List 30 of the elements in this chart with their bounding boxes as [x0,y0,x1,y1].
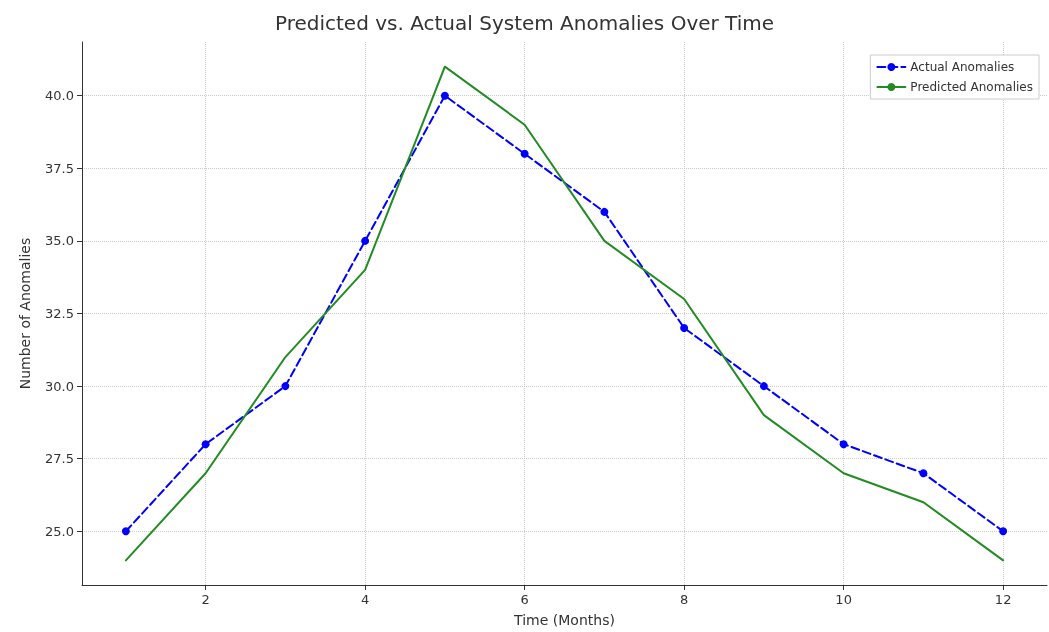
point [999,527,1008,536]
point [839,440,848,449]
point [520,149,529,158]
x-axis-title: Time (Months) [513,612,615,628]
legend-label: Predicted Anomalies [910,80,1034,94]
x-tick-label: 6 [520,592,529,607]
chart-title: Predicted vs. Actual System Anomalies Over Time [274,11,775,35]
legend-label: Actual Anomalies [910,60,1015,74]
y-tick-label: 27.5 [45,451,74,467]
point [121,527,130,536]
point [361,236,370,245]
x-tick-label: 10 [835,592,852,607]
y-tick-label: 37.5 [45,160,74,176]
x-tick-label: 12 [994,592,1012,607]
y-tick-label: 25.0 [45,523,74,539]
y-tick-label: 32.5 [45,306,74,321]
x-tick-label: 8 [679,592,689,607]
x-tick-label: 4 [360,592,370,607]
point [919,469,928,478]
y-tick-label: 30.0 [45,378,74,394]
point [680,324,689,333]
y-tick-label: 35.0 [45,233,74,249]
y-axis-title: Number of Anomalies [17,237,33,390]
point [440,91,449,100]
x-tick-label: 2 [201,592,210,607]
y-tick-label: 40.0 [45,88,74,104]
point [600,207,609,216]
point [281,382,290,391]
point [759,382,768,391]
point [201,440,210,449]
